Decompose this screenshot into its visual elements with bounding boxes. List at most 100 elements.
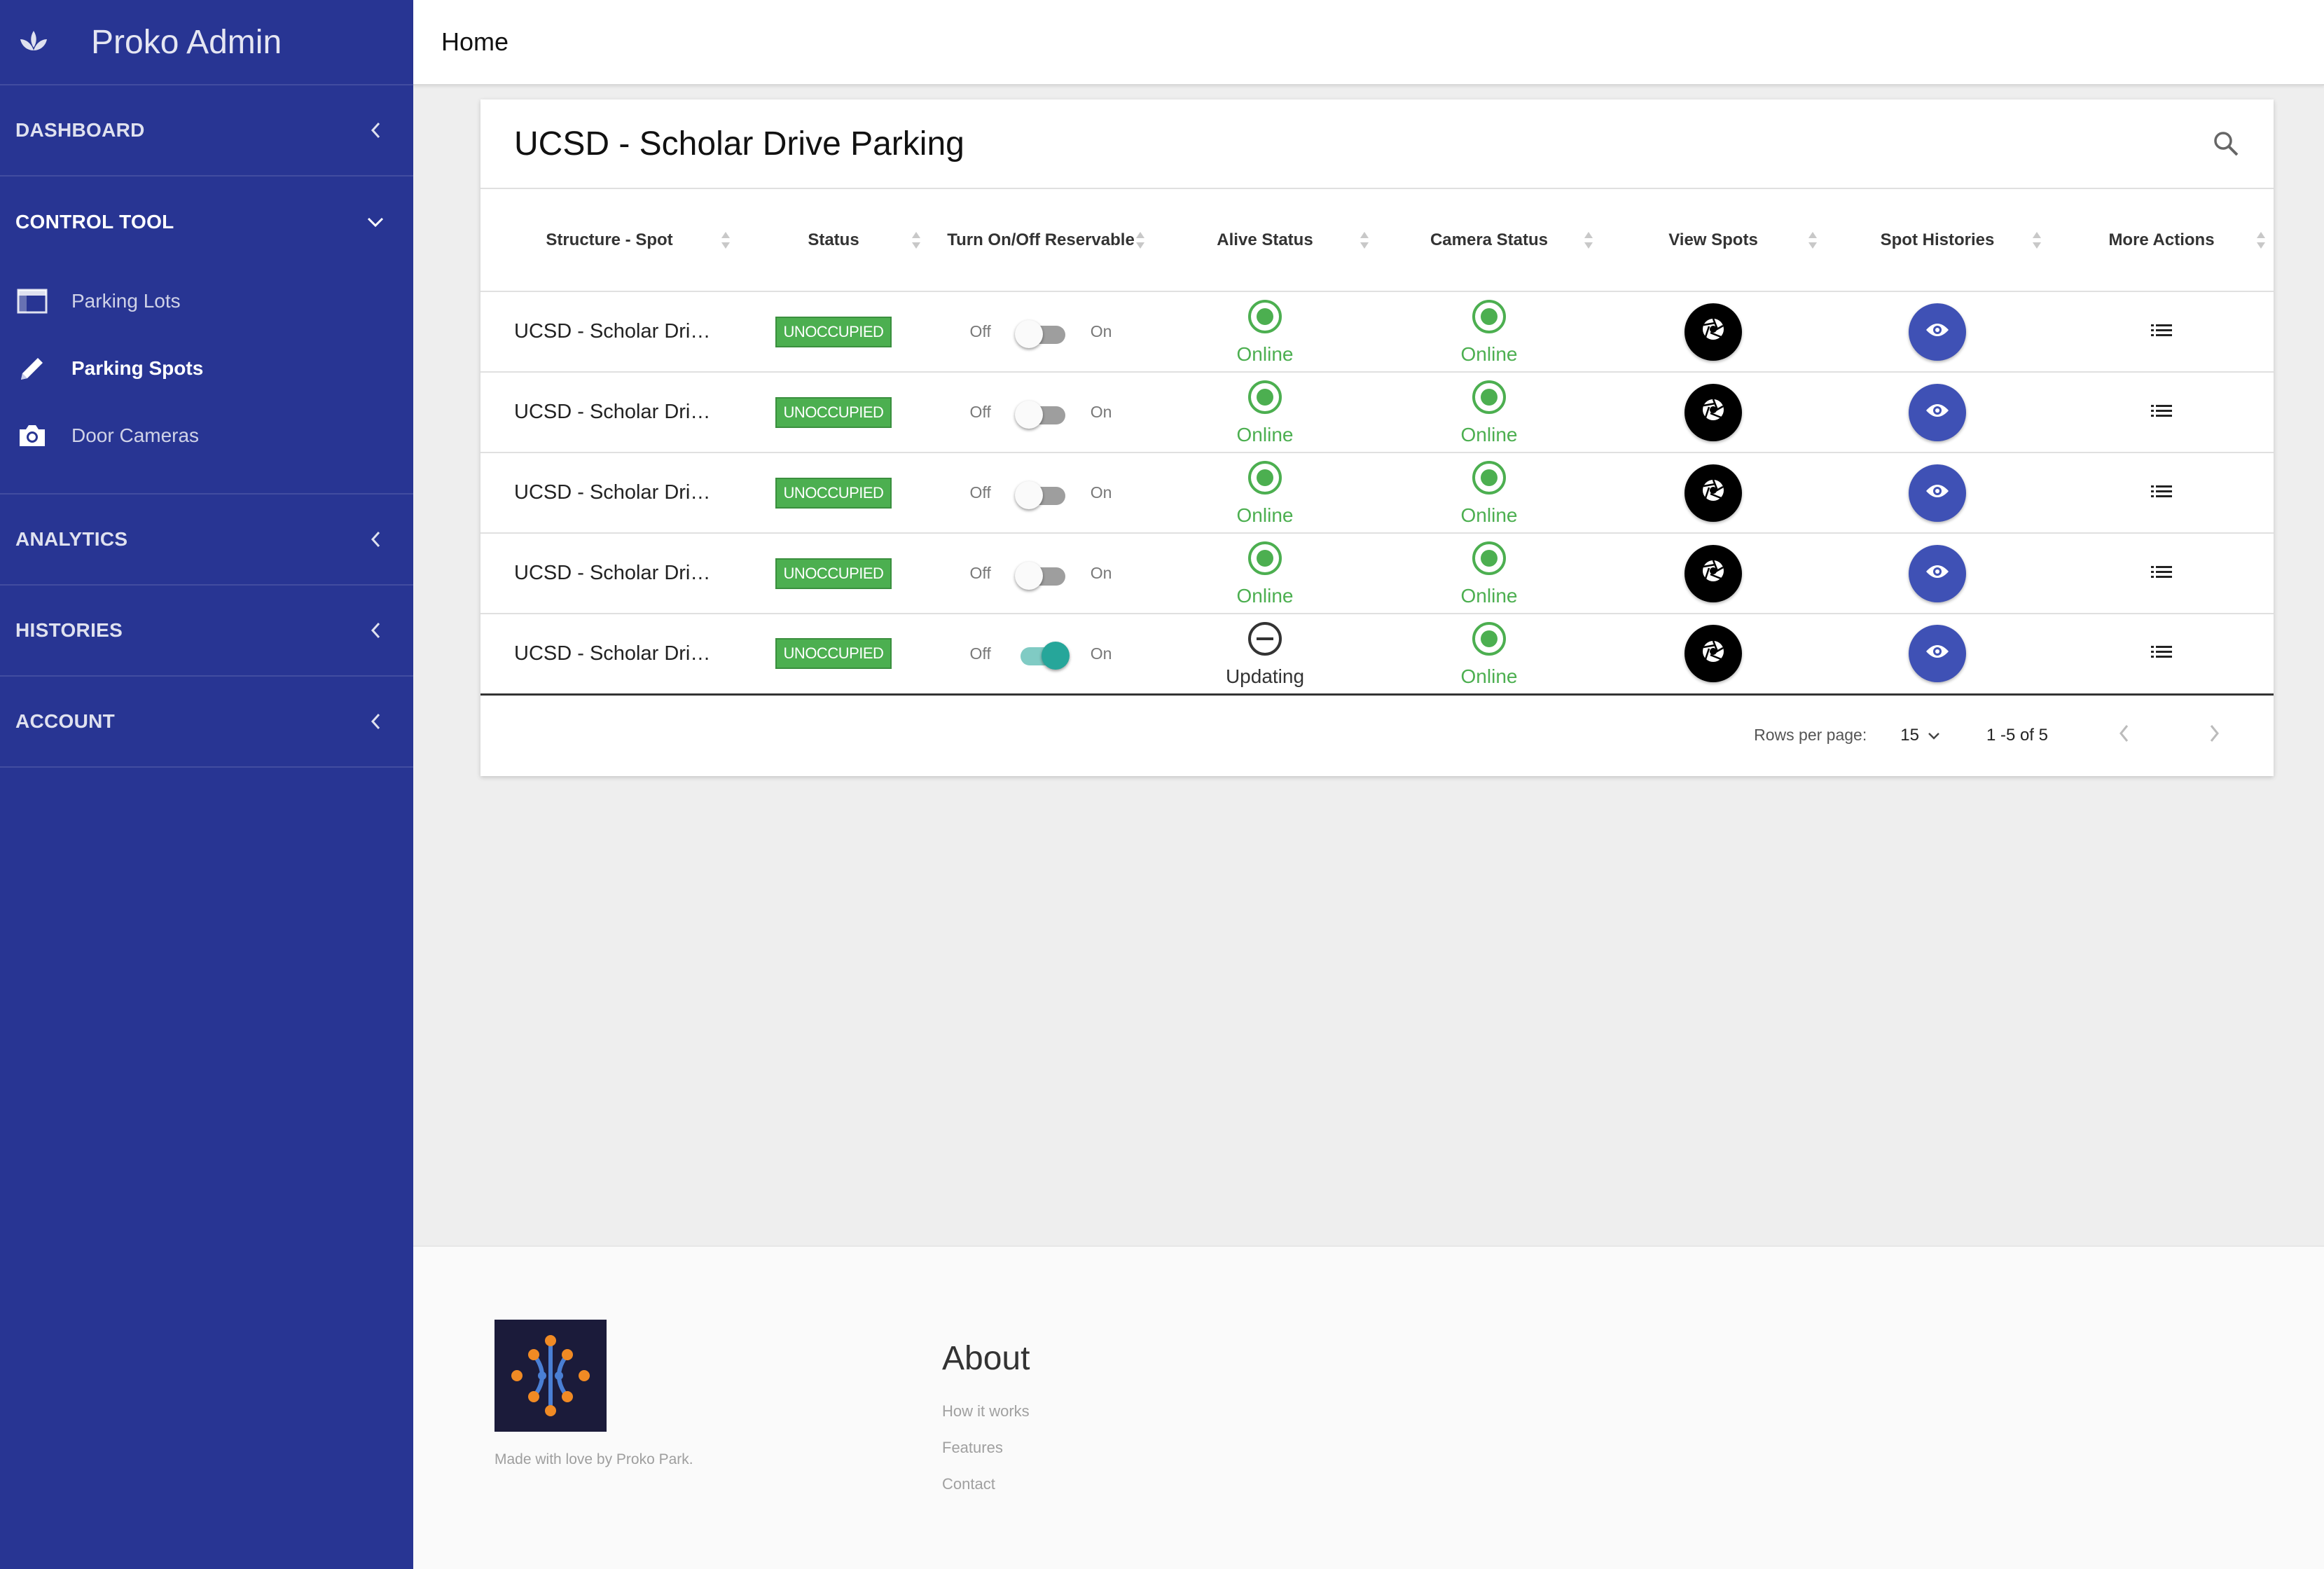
- more-actions-button[interactable]: [2147, 479, 2176, 507]
- column-camera-status[interactable]: Camera Status: [1377, 189, 1601, 292]
- reservable-switch[interactable]: [1014, 561, 1065, 590]
- reservable-switch[interactable]: [1014, 481, 1065, 509]
- view-spot-button[interactable]: [1685, 383, 1742, 441]
- table-row: UCSD - Scholar Dri… UNOCCUPIED Off On Updati…: [480, 614, 2274, 696]
- more-actions-button[interactable]: [2147, 560, 2176, 588]
- switch-knob[interactable]: [1014, 481, 1043, 509]
- spot-name-cell: UCSD - Scholar Dri…: [480, 614, 738, 696]
- next-page-button[interactable]: [2198, 719, 2232, 752]
- sort-arrows-icon[interactable]: [1135, 230, 1146, 251]
- camera-shutter-icon: [1700, 396, 1727, 428]
- camera-status: Online: [1377, 539, 1601, 607]
- column-more-actions[interactable]: More Actions: [2049, 189, 2274, 292]
- column-header-label: Structure - Spot: [546, 230, 673, 249]
- column-spot-histories[interactable]: Spot Histories: [1825, 189, 2049, 292]
- sidebar-section-analytics[interactable]: ANALYTICS: [0, 495, 413, 586]
- camera-shutter-icon: [1700, 316, 1727, 347]
- reservable-switch[interactable]: [1014, 400, 1065, 429]
- spot-history-button[interactable]: [1909, 625, 1966, 683]
- spot-histories-cell: [1825, 614, 2049, 696]
- switch-knob[interactable]: [1041, 642, 1070, 670]
- rows-per-page-label: Rows per page:: [1754, 726, 1867, 744]
- radio-checked-icon: [1246, 378, 1284, 421]
- sidebar-item-parking-spots[interactable]: Parking Spots: [0, 335, 413, 402]
- sidebar-section-control-tool[interactable]: CONTROL TOOL: [0, 177, 413, 268]
- more-actions-button[interactable]: [2147, 318, 2176, 346]
- list-icon: [2151, 482, 2172, 504]
- reservable-switch[interactable]: [1016, 642, 1070, 670]
- radio-checked-icon: [1246, 298, 1284, 340]
- alive-status-text: Online: [1236, 504, 1294, 526]
- sidebar-section-label: DASHBOARD: [15, 119, 145, 141]
- column-alive-status[interactable]: Alive Status: [1153, 189, 1377, 292]
- toggle-on-label: On: [1090, 403, 1112, 421]
- view-spot-button[interactable]: [1685, 625, 1742, 683]
- sidebar-section-label: HISTORIES: [15, 619, 123, 641]
- status-badge: UNOCCUPIED: [775, 396, 892, 428]
- chevron-left-icon: [366, 120, 385, 140]
- footer-link-features[interactable]: Features: [942, 1439, 1003, 1456]
- chevron-left-icon: [366, 712, 385, 731]
- sort-arrows-icon[interactable]: [720, 230, 731, 251]
- spot-history-button[interactable]: [1909, 464, 1966, 522]
- switch-knob[interactable]: [1014, 400, 1043, 429]
- reservable-toggle-group: Off On: [929, 400, 1153, 429]
- alive-status-cell: Online: [1153, 533, 1377, 614]
- status-badge: UNOCCUPIED: [775, 558, 892, 589]
- previous-page-button[interactable]: [2107, 719, 2140, 752]
- switch-knob[interactable]: [1014, 561, 1043, 590]
- sort-arrows-icon[interactable]: [2255, 230, 2267, 251]
- sort-arrows-icon[interactable]: [1359, 230, 1370, 251]
- parking-spots-card: UCSD - Scholar Drive Parking Structure -…: [480, 99, 2274, 776]
- more-actions-button[interactable]: [2147, 640, 2176, 668]
- sort-arrows-icon[interactable]: [2031, 230, 2042, 251]
- more-actions-button[interactable]: [2147, 399, 2176, 427]
- spot-histories-cell: [1825, 533, 2049, 614]
- alive-status-text: Updating: [1225, 665, 1305, 687]
- spot-history-button[interactable]: [1909, 303, 1966, 361]
- chevron-down-icon: [1928, 726, 1940, 745]
- camera-status: Online: [1377, 459, 1601, 527]
- sort-arrows-icon[interactable]: [1807, 230, 1818, 251]
- column-header-label: Camera Status: [1430, 230, 1549, 249]
- radio-checked-icon: [1470, 620, 1508, 663]
- spot-name: UCSD - Scholar Dri…: [514, 320, 711, 343]
- search-icon[interactable]: [2206, 124, 2246, 163]
- footer-link-contact[interactable]: Contact: [942, 1475, 995, 1493]
- sort-arrows-icon[interactable]: [911, 230, 922, 251]
- brand[interactable]: Proko Admin: [0, 0, 413, 85]
- column-header-label: Status: [808, 230, 859, 249]
- alive-status-cell: Online: [1153, 291, 1377, 373]
- list-icon: [2151, 642, 2172, 665]
- footer: Made with love by Proko Park. About How …: [413, 1245, 2324, 1569]
- spot-history-button[interactable]: [1909, 383, 1966, 441]
- lotus-logo-icon: [11, 20, 56, 64]
- footer-link-how-it-works[interactable]: How it works: [942, 1402, 1030, 1420]
- alive-status: Online: [1153, 539, 1377, 607]
- column-status[interactable]: Status: [738, 189, 929, 292]
- view-spot-button[interactable]: [1685, 303, 1742, 361]
- column-reservable[interactable]: Turn On/Off Reservable: [929, 189, 1153, 292]
- spot-history-button[interactable]: [1909, 544, 1966, 602]
- camera-shutter-icon: [1700, 477, 1727, 509]
- sort-arrows-icon[interactable]: [1583, 230, 1594, 251]
- view-spots-cell: [1601, 372, 1825, 453]
- sidebar-item-parking-lots[interactable]: Parking Lots: [0, 268, 413, 335]
- reservable-cell: Off On: [929, 372, 1153, 453]
- column-view-spots[interactable]: View Spots: [1601, 189, 1825, 292]
- sidebar-section-histories[interactable]: HISTORIES: [0, 586, 413, 677]
- switch-knob[interactable]: [1014, 319, 1043, 348]
- column-structure-spot[interactable]: Structure - Spot: [480, 189, 738, 292]
- sidebar-item-label: Door Cameras: [71, 424, 200, 446]
- toggle-off-label: Off: [969, 322, 991, 340]
- table-header-row: Structure - Spot Status Turn On/Off Reserv…: [480, 189, 2274, 292]
- rows-per-page-select[interactable]: 15: [1900, 726, 1940, 745]
- sidebar-section-account[interactable]: ACCOUNT: [0, 677, 413, 768]
- view-spot-button[interactable]: [1685, 544, 1742, 602]
- reservable-switch[interactable]: [1014, 319, 1065, 348]
- sidebar-section-dashboard[interactable]: DASHBOARD: [0, 85, 413, 177]
- alive-status-cell: Updating: [1153, 614, 1377, 696]
- sidebar-item-door-cameras[interactable]: Door Cameras: [0, 402, 413, 469]
- spot-name: UCSD - Scholar Dri…: [514, 642, 711, 665]
- view-spot-button[interactable]: [1685, 464, 1742, 522]
